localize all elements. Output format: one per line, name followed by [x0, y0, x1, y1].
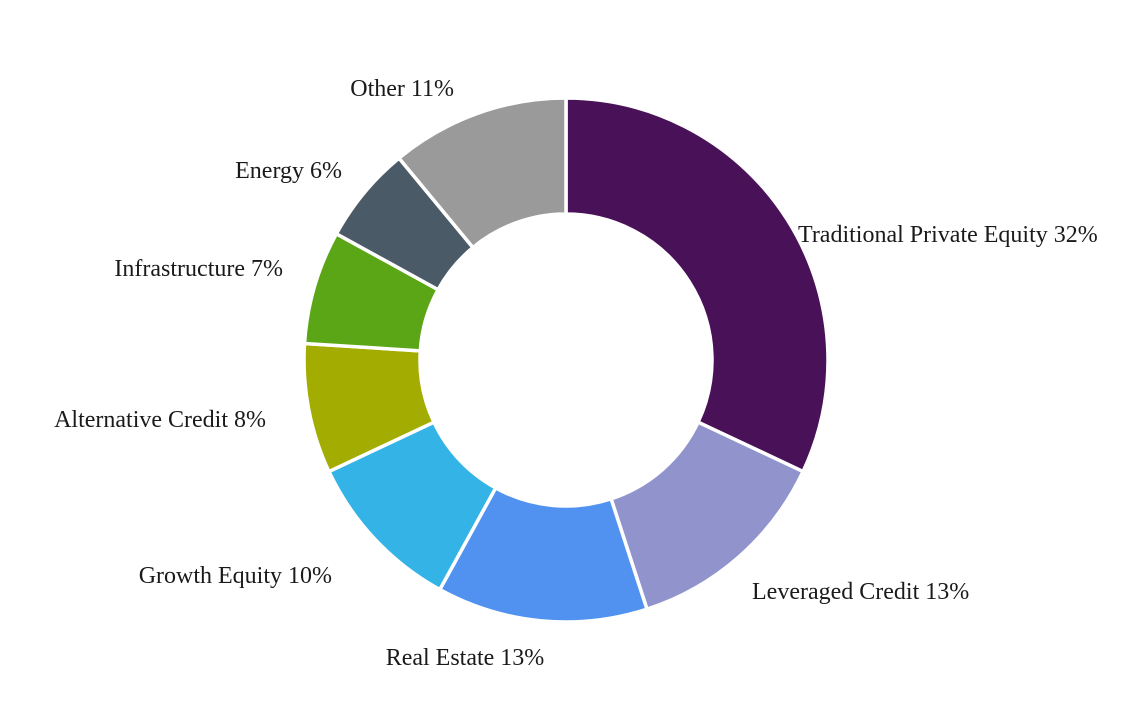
slice-label-other: Other 11% — [350, 76, 454, 102]
slice-label-alternative-credit: Alternative Credit 8% — [54, 407, 266, 433]
slice-label-infrastructure: Infrastructure 7% — [114, 256, 283, 282]
donut-slices — [302, 96, 830, 624]
slice-traditional-private-equity — [564, 96, 830, 474]
slice-label-leveraged-credit: Leveraged Credit 13% — [752, 579, 969, 605]
slice-label-traditional-private-equity: Traditional Private Equity 32% — [798, 222, 1098, 248]
slice-label-real-estate: Real Estate 13% — [386, 645, 545, 671]
slice-label-growth-equity: Growth Equity 10% — [139, 563, 332, 589]
slice-labels: Traditional Private Equity 32% Leveraged … — [54, 76, 1098, 671]
slice-other — [396, 96, 568, 250]
slice-label-energy: Energy 6% — [235, 158, 342, 184]
